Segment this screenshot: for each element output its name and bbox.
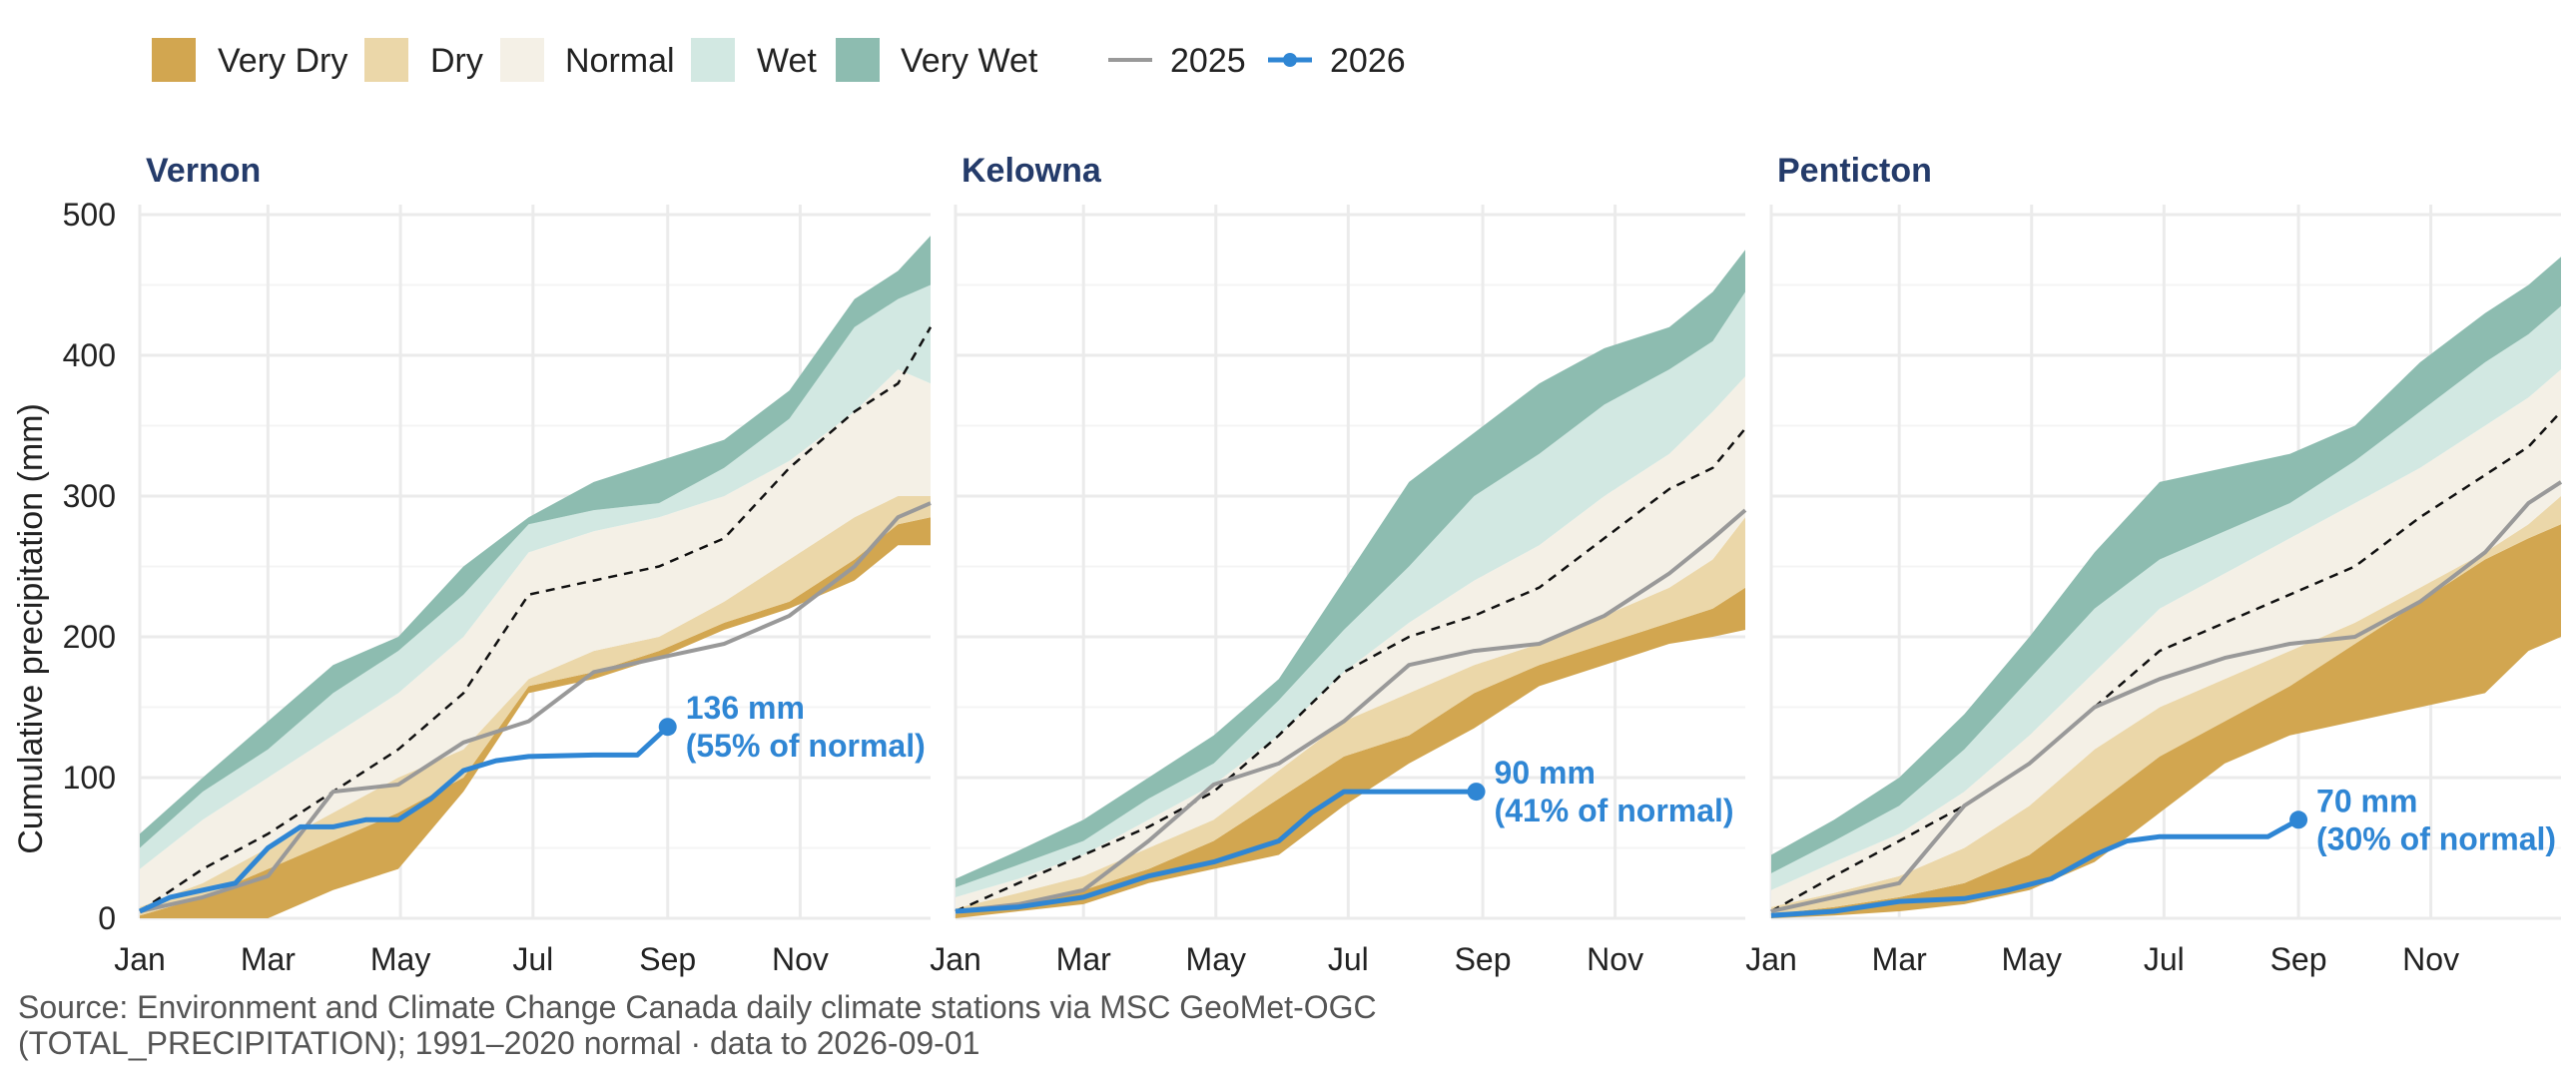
- x-tick-label: Mar: [1056, 941, 1111, 977]
- x-tick-label: Jul: [512, 941, 553, 977]
- y-tick-label: 100: [63, 760, 116, 796]
- x-tick-label: Nov: [772, 941, 829, 977]
- panel-title: Vernon: [146, 152, 261, 190]
- normal-line: [139, 326, 933, 913]
- annotation-value: 136 mm: [686, 690, 805, 726]
- legend-swatch-wet: [691, 38, 735, 82]
- series-line-2026: [955, 789, 1477, 914]
- band-dry: [1771, 496, 2561, 914]
- legend-label-2025: 2025: [1170, 42, 1246, 80]
- endpoint-2026: [2289, 810, 2308, 829]
- endpoint-2026: [658, 718, 677, 737]
- band-very-wet: [1771, 257, 2561, 873]
- x-tick-label: May: [1186, 941, 1246, 977]
- band-dry: [140, 496, 931, 916]
- x-tick-label: Jul: [2144, 941, 2185, 977]
- x-tick-label: Jul: [1328, 941, 1369, 977]
- band-very-dry: [1771, 524, 2561, 918]
- panel-title: Penticton: [1777, 152, 1932, 190]
- band-normal: [140, 369, 931, 907]
- legend-key-2026-dot: [1283, 53, 1297, 67]
- panel-title: Kelowna: [962, 152, 1102, 190]
- y-tick-label: 500: [63, 197, 116, 233]
- endpoint-2026: [1467, 783, 1486, 802]
- x-tick-label: Nov: [1587, 941, 1643, 977]
- legend-swatch-normal: [500, 38, 544, 82]
- y-tick-label: 300: [63, 478, 116, 514]
- annotation-value: 90 mm: [1495, 755, 1596, 791]
- band-normal: [1771, 369, 2561, 907]
- y-tick-label: 400: [63, 337, 116, 373]
- x-tick-label: May: [370, 941, 430, 977]
- band-wet: [1771, 305, 2561, 890]
- annotation-percent: (30% of normal): [2316, 820, 2556, 856]
- annotation-percent: (41% of normal): [1495, 793, 1734, 828]
- band-wet: [140, 284, 931, 869]
- legend-label-normal: Normal: [565, 42, 675, 80]
- panel-kelowna: 90 mm(41% of normal) Kelowna Jan Mar May Jul S…: [930, 152, 1747, 977]
- x-tick-label: Jan: [930, 941, 981, 977]
- legend-swatch-very-wet: [836, 38, 880, 82]
- legend-label-very-dry: Very Dry: [218, 42, 347, 80]
- y-tick-label: 0: [98, 900, 116, 936]
- x-tick-label: Sep: [639, 941, 696, 977]
- y-axis-title: Cumulative precipitation (mm): [12, 403, 50, 854]
- legend-label-very-wet: Very Wet: [901, 42, 1038, 80]
- legend-label-wet: Wet: [757, 42, 817, 80]
- legend: Very Dry Dry Normal Wet Very Wet 2025 20…: [152, 38, 1406, 82]
- series-line-2026: [1770, 817, 2300, 918]
- panel-vernon: 136 mm(55% of normal) Vernon 0 100 200 300 400…: [63, 152, 933, 977]
- y-tick-label: 200: [63, 619, 116, 655]
- series-line-2026: [138, 725, 670, 914]
- legend-swatch-dry: [364, 38, 408, 82]
- x-tick-label: Mar: [1872, 941, 1927, 977]
- x-tick-label: Jan: [1745, 941, 1797, 977]
- x-tick-label: Jan: [114, 941, 166, 977]
- series-line-2025: [1770, 480, 2563, 913]
- band-very-wet: [956, 250, 1745, 888]
- x-tick-label: May: [2002, 941, 2062, 977]
- x-tick-label: Sep: [1455, 941, 1512, 977]
- legend-swatch-very-dry: [152, 38, 196, 82]
- series-line-2025: [955, 508, 1747, 913]
- panel-penticton: 70 mm(30% of normal) Penticton Jan Mar May Ju…: [1745, 152, 2563, 977]
- band-very-dry: [956, 587, 1745, 918]
- x-tick-label: Sep: [2270, 941, 2327, 977]
- legend-label-2026: 2026: [1330, 42, 1406, 80]
- caption-line-2: (TOTAL_PRECIPITATION); 1991–2020 normal …: [18, 1025, 979, 1061]
- normal-line: [955, 427, 1746, 913]
- caption-line-1: Source: Environment and Climate Change C…: [18, 989, 1377, 1025]
- annotation-value: 70 mm: [2316, 783, 2417, 818]
- x-tick-label: Mar: [241, 941, 296, 977]
- series-line-2025: [139, 501, 932, 913]
- legend-label-dry: Dry: [430, 42, 483, 80]
- x-tick-label: Nov: [2402, 941, 2459, 977]
- annotation-percent: (55% of normal): [686, 728, 926, 764]
